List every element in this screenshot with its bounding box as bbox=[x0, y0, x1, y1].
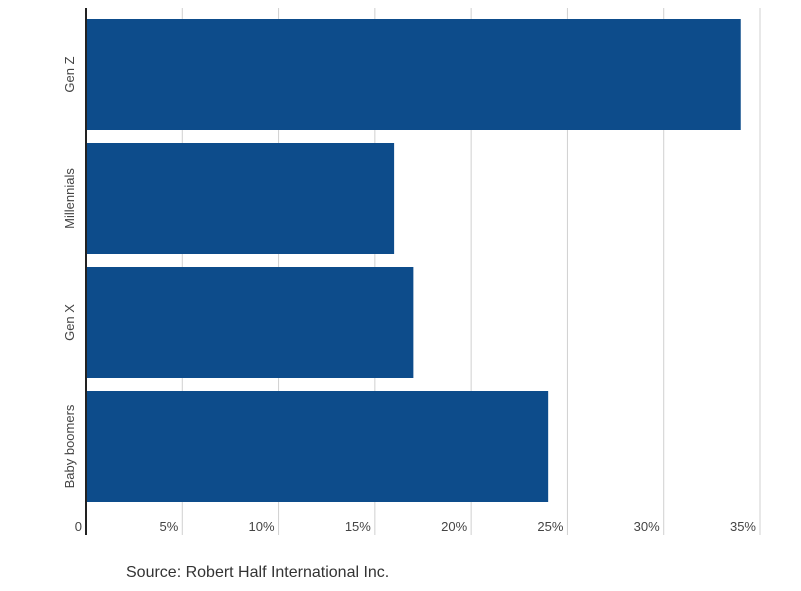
y-tick-label: Gen Z bbox=[62, 56, 77, 92]
y-tick-label: Baby boomers bbox=[62, 404, 77, 488]
x-tick-label: 20% bbox=[441, 519, 467, 534]
x-tick-label: 15% bbox=[345, 519, 371, 534]
bar bbox=[86, 391, 549, 502]
x-tick-label: 10% bbox=[249, 519, 275, 534]
x-tick-label: 25% bbox=[537, 519, 563, 534]
x-tick-label: 0 bbox=[75, 519, 82, 534]
x-tick-label: 30% bbox=[634, 519, 660, 534]
x-tick-label: 5% bbox=[159, 519, 178, 534]
x-tick-label: 35% bbox=[730, 519, 756, 534]
bar bbox=[86, 267, 414, 378]
bar bbox=[86, 19, 741, 130]
source-note: Source: Robert Half International Inc. bbox=[126, 564, 389, 581]
bar bbox=[86, 143, 395, 254]
y-tick-label: Millennials bbox=[62, 168, 77, 229]
y-tick-label: Gen X bbox=[62, 304, 77, 341]
